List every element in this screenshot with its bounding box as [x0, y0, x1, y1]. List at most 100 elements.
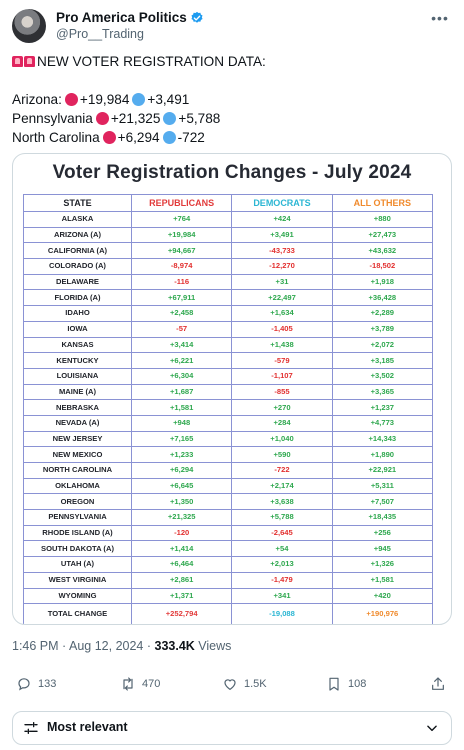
bookmark-count: 108 — [348, 678, 367, 690]
democrats-cell: -12,270 — [231, 258, 333, 275]
table-row: CALIFORNIA (A) +94,667 -43,733 +43,632 — [23, 242, 434, 260]
table-row: WEST VIRGINIA +2,861 -1,479 +1,581 — [23, 571, 434, 589]
post-line-state: Arizona: — [12, 92, 62, 107]
republicans-cell: +764 — [130, 211, 233, 228]
author-handle[interactable]: @Pro__Trading — [56, 27, 144, 41]
state-cell: NEVADA (A) — [23, 414, 132, 432]
post-line-arizona: Arizona: +19,984 +3,491 — [12, 90, 266, 109]
table-row: IDAHO +2,458 +1,634 +2,289 — [23, 305, 434, 322]
democrats-cell: -855 — [231, 383, 333, 401]
table-row: OREGON +1,350 +3,638 +7,507 — [23, 493, 434, 511]
repost-button[interactable]: 470 — [120, 676, 160, 692]
red-circle-icon — [102, 131, 116, 144]
table-row: NEVADA (A) +948 +284 +4,773 — [23, 414, 434, 432]
table-row: NORTH CAROLINA +6,294 -722 +22,921 — [23, 462, 434, 479]
republicans-cell: +2,861 — [130, 571, 233, 589]
more-options-icon[interactable]: ••• — [431, 10, 449, 26]
reply-button[interactable]: 133 — [16, 676, 56, 692]
republicans-cell: +1,414 — [130, 540, 233, 558]
table-row: SOUTH DAKOTA (A) +1,414 +54 +945 — [23, 540, 434, 558]
views-label: Views — [198, 639, 232, 653]
table-row: ARIZONA (A) +19,984 +3,491 +27,473 — [23, 226, 434, 244]
action-bar: 133 470 1.5K 108 — [12, 676, 452, 696]
state-cell: UTAH (A) — [23, 556, 132, 573]
table-row: NEW JERSEY +7,165 +1,040 +14,343 — [23, 430, 434, 448]
table-row: UTAH (A) +6,464 +2,013 +1,326 — [23, 556, 434, 573]
table-row: MAINE (A) +1,687 -855 +3,365 — [23, 383, 434, 401]
chart-title: Voter Registration Changes - July 2024 — [52, 162, 412, 183]
post-text: NEW VOTER REGISTRATION DATA: Arizona: +1… — [12, 52, 266, 147]
republicans-cell: +7,165 — [130, 430, 233, 448]
all-others-cell: +1,326 — [331, 556, 434, 573]
column-header-democrats: DEMOCRATS — [231, 194, 333, 212]
republicans-cell: +67,911 — [130, 289, 233, 307]
post-heading: NEW VOTER REGISTRATION DATA: — [37, 54, 266, 69]
republicans-cell: -57 — [130, 320, 233, 338]
avatar[interactable] — [12, 9, 46, 43]
all-others-cell: +2,289 — [331, 305, 434, 322]
blue-circle-icon — [132, 93, 146, 106]
republicans-cell: +94,667 — [130, 242, 233, 260]
all-others-cell: +3,365 — [331, 383, 434, 401]
state-cell: KENTUCKY — [23, 352, 132, 369]
views-count: 333.4K — [154, 639, 195, 653]
democrats-cell: +270 — [231, 399, 333, 416]
all-others-cell: +3,502 — [331, 367, 434, 385]
republicans-cell: +2,458 — [130, 305, 233, 322]
all-others-cell: +256 — [331, 524, 434, 542]
all-others-cell: +43,632 — [331, 242, 434, 260]
democrats-cell: +5,788 — [231, 509, 333, 526]
table-header-row: STATE REPUBLICANS DEMOCRATS ALL OTHERS — [23, 194, 434, 212]
share-icon — [432, 677, 444, 690]
republicans-cell: +19,984 — [130, 226, 233, 244]
bookmark-icon — [329, 677, 339, 691]
post-header: Pro America Politics @Pro__Trading ••• — [12, 8, 452, 48]
bookmark-button[interactable]: 108 — [326, 676, 366, 692]
democrats-cell: +1,634 — [231, 305, 333, 322]
like-button[interactable]: 1.5K — [222, 676, 267, 692]
state-cell: ARIZONA (A) — [23, 226, 132, 244]
republicans-cell: +3,414 — [130, 336, 233, 354]
post-line-state: North Carolina — [12, 130, 100, 145]
state-cell: NEW JERSEY — [23, 430, 132, 448]
democrats-cell: -43,733 — [231, 242, 333, 260]
state-cell: WEST VIRGINIA — [23, 571, 132, 589]
democrats-cell: +2,174 — [231, 477, 333, 495]
all-others-cell: +18,435 — [331, 509, 434, 526]
blue-circle-icon — [163, 112, 177, 125]
heart-icon — [224, 679, 236, 691]
post-date[interactable]: Aug 12, 2024 — [69, 639, 144, 653]
state-cell: NORTH CAROLINA — [23, 462, 132, 479]
like-count: 1.5K — [244, 678, 267, 690]
state-cell: SOUTH DAKOTA (A) — [23, 540, 132, 558]
column-header-republicans: REPUBLICANS — [130, 194, 233, 212]
share-button[interactable] — [430, 676, 446, 692]
post-time[interactable]: 1:46 PM — [12, 639, 59, 653]
all-others-cell: +27,473 — [331, 226, 434, 244]
author-name-row: Pro America Politics — [56, 10, 204, 25]
democrats-cell: +1,040 — [231, 430, 333, 448]
democrats-cell: +3,491 — [231, 226, 333, 244]
all-others-cell: +14,343 — [331, 430, 434, 448]
state-cell: LOUISIANA — [23, 367, 132, 385]
author-display-name[interactable]: Pro America Politics — [56, 10, 187, 25]
state-cell: OKLAHOMA — [23, 477, 132, 495]
table-row: IOWA -57 -1,405 +3,789 — [23, 320, 434, 338]
post-image[interactable]: Voter Registration Changes - July 2024 S… — [12, 153, 452, 625]
post-meta: 1:46 PM · Aug 12, 2024 · 333.4K Views — [12, 639, 231, 653]
post-line-dem-value: +5,788 — [178, 111, 221, 126]
republicans-cell: -120 — [130, 524, 233, 542]
democrats-cell: +1,438 — [231, 336, 333, 354]
filter-sliders-icon — [24, 722, 38, 734]
democrats-cell: +424 — [231, 211, 333, 228]
all-others-cell: +1,581 — [331, 571, 434, 589]
all-others-cell: +3,789 — [331, 320, 434, 338]
repost-count: 470 — [142, 678, 161, 690]
all-others-cell: +1,890 — [331, 446, 434, 463]
sort-replies-dropdown[interactable]: Most relevant — [12, 711, 452, 745]
state-cell: COLORADO (A) — [23, 258, 132, 275]
post-line-rep-value: +6,294 — [117, 130, 160, 145]
verified-badge-icon — [191, 11, 203, 23]
table-row: KANSAS +3,414 +1,438 +2,072 — [23, 336, 434, 354]
state-cell: MAINE (A) — [23, 383, 132, 401]
